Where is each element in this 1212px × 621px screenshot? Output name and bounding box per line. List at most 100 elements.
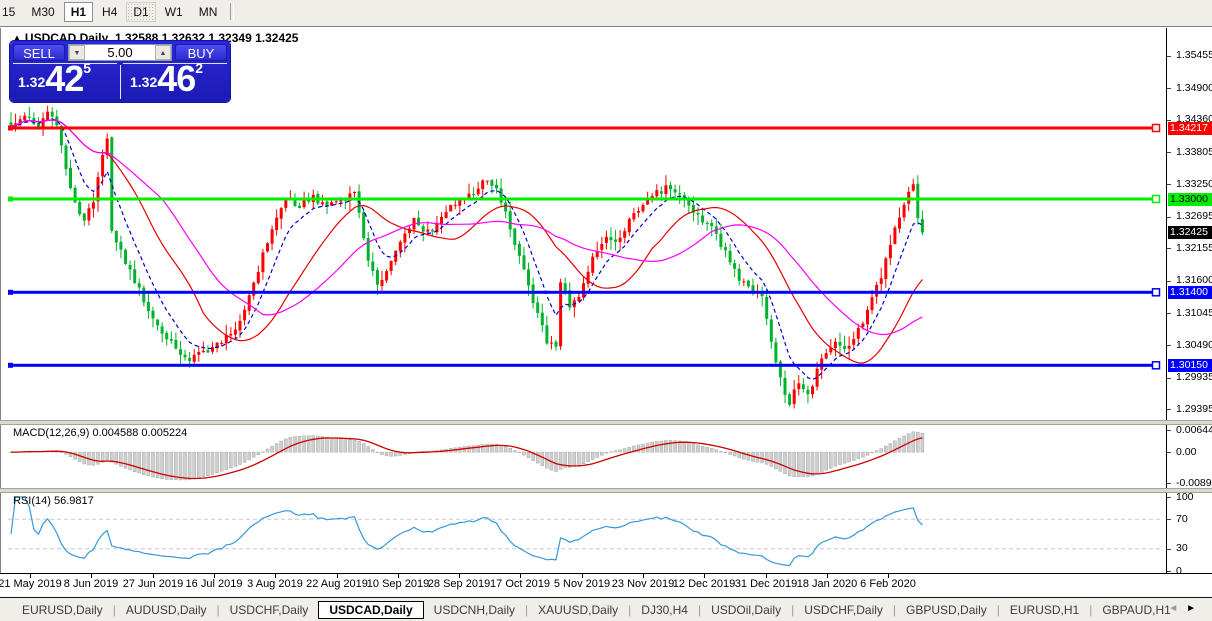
candle-body <box>563 283 567 292</box>
candle-body <box>261 252 265 273</box>
horizontal-level-line[interactable] <box>8 126 1155 130</box>
chart-tab-eurusd-h1[interactable]: EURUSD,H1 <box>1009 602 1080 617</box>
chart-tab-audusd-daily[interactable]: AUDUSD,Daily <box>125 602 207 617</box>
candle-body <box>252 282 256 296</box>
macd-histogram-bar <box>256 451 261 455</box>
macd-histogram-bar <box>911 431 916 453</box>
timeframe-button-15[interactable]: 15 <box>2 5 16 19</box>
macd-histogram-bar <box>783 451 787 475</box>
tab-scroll-right-icon[interactable]: ► <box>1186 603 1204 614</box>
tab-divider: | <box>791 602 795 617</box>
level-price-label: 1.31400 <box>1168 286 1212 299</box>
macd-histogram-bar <box>778 451 783 472</box>
chart-tab-usdcad-daily[interactable]: USDCAD,Daily <box>318 600 424 619</box>
buy-button[interactable]: BUY <box>175 44 227 61</box>
candle-body <box>334 201 338 203</box>
price-tick <box>1167 56 1171 57</box>
price-tick-label: 1.30490 <box>1176 339 1212 351</box>
timeframe-button-h4[interactable]: H4 <box>102 5 118 19</box>
rsi-axis-label: 100 <box>1176 491 1194 503</box>
macd-histogram-bar <box>742 451 746 460</box>
macd-histogram-bar <box>352 439 357 453</box>
chart-tab-usdchf-daily[interactable]: USDCHF,Daily <box>804 602 883 617</box>
macd-histogram-bar <box>164 451 169 480</box>
date-tick <box>153 574 154 578</box>
level-right-marker[interactable] <box>1151 361 1161 370</box>
level-right-marker[interactable] <box>1151 288 1161 297</box>
date-label: 6 Feb 2020 <box>860 578 916 590</box>
rsi-axis-tick <box>1167 497 1171 498</box>
main-price-chart[interactable] <box>3 28 1166 420</box>
candle-body <box>165 332 169 340</box>
price-tick <box>1167 184 1171 185</box>
lot-decrease-button[interactable]: ▼ <box>69 45 85 60</box>
macd-histogram-bar <box>476 444 480 453</box>
tab-divider: | <box>996 602 1000 617</box>
chart-tab-dj30-h4[interactable]: DJ30,H4 <box>641 602 688 617</box>
timeframe-button-m30[interactable]: M30 <box>31 5 55 19</box>
chart-macd-separator[interactable] <box>0 420 1212 425</box>
candle-body <box>687 198 691 206</box>
candle-body <box>233 329 237 335</box>
chart-tab-usdcnh-daily[interactable]: USDCNH,Daily <box>433 602 516 617</box>
sell-button[interactable]: SELL <box>13 44 65 61</box>
rsi-indicator-panel[interactable] <box>3 493 1166 573</box>
chart-tab-xauusd-daily[interactable]: XAUUSD,Daily <box>538 602 619 617</box>
horizontal-level-line[interactable] <box>8 363 1155 367</box>
timeframe-button-mn[interactable]: MN <box>198 5 218 19</box>
candle-body <box>737 268 741 281</box>
macd-histogram-bar <box>513 450 517 453</box>
macd-rsi-separator[interactable] <box>0 488 1212 493</box>
tab-divider: | <box>892 602 897 617</box>
macd-histogram-bar <box>696 444 700 453</box>
macd-histogram-bar <box>595 451 599 458</box>
lot-size-spinner: ▼ ▲ <box>68 44 172 61</box>
macd-histogram-bar <box>719 451 723 453</box>
horizontal-level-line[interactable] <box>8 197 1155 201</box>
lot-increase-button[interactable]: ▲ <box>155 45 171 60</box>
collapse-panel-icon[interactable]: ▲ <box>13 33 21 42</box>
sell-price[interactable]: 1.32425 <box>18 58 91 100</box>
level-right-marker[interactable] <box>1151 194 1161 204</box>
timeframe-button-d1[interactable]: D1 <box>126 2 156 22</box>
candle-body <box>59 125 63 146</box>
chart-tab-eurusd-daily[interactable]: EURUSD,Daily <box>22 602 103 617</box>
level-right-marker[interactable] <box>1151 123 1161 133</box>
date-axis[interactable]: 21 May 2019 8 Jun 2019 27 Jun 2019 16 Jul 2… <box>0 574 1212 596</box>
lot-size-input[interactable] <box>85 45 155 60</box>
candle-body <box>266 243 269 252</box>
candle-body <box>522 255 526 270</box>
candle-body <box>284 198 288 208</box>
chart-tab-usdchf-daily[interactable]: USDCHF,Daily <box>229 602 309 617</box>
macd-indicator-panel[interactable] <box>3 425 1166 488</box>
chart-tab-usdoil-daily[interactable]: USDOil,Daily <box>711 602 782 617</box>
tab-scroll-arrows: ◄► <box>1168 603 1204 614</box>
chart-tab-gbpaud-h1[interactable]: GBPAUD,H1 <box>1102 602 1171 617</box>
rsi-line <box>10 496 923 567</box>
candle-body <box>783 377 787 395</box>
macd-histogram-bar <box>746 451 751 461</box>
timeframe-button-h1[interactable]: H1 <box>63 2 94 22</box>
macd-histogram-bar <box>316 435 320 453</box>
horizontal-level-line[interactable] <box>8 290 1155 294</box>
macd-histogram-bar <box>105 451 109 460</box>
candle-body <box>398 241 402 252</box>
tab-scroll-left-icon[interactable]: ◄ <box>1168 603 1187 614</box>
macd-histogram-bar <box>380 451 384 455</box>
macd-histogram-bar <box>691 443 696 453</box>
candle-body <box>389 260 393 271</box>
price-axis[interactable]: 1.35455 1.34900 1.34360 1.33805 1.33250 1.326… <box>1166 28 1212 577</box>
macd-histogram-bar <box>508 448 512 453</box>
buy-price[interactable]: 1.32462 <box>130 58 203 100</box>
macd-histogram-bar <box>815 451 819 475</box>
chart-plot-area[interactable] <box>3 28 1166 573</box>
candle-body <box>664 185 668 195</box>
chart-tab-gbpusd-daily[interactable]: GBPUSD,Daily <box>906 602 987 617</box>
timeframe-button-w1[interactable]: W1 <box>164 5 183 19</box>
candle-body <box>710 223 714 227</box>
macd-histogram-bar <box>554 451 558 472</box>
macd-histogram-bar <box>343 439 348 453</box>
candle-body <box>353 192 356 193</box>
macd-histogram-bar <box>728 451 732 455</box>
price-tick-label: 1.32695 <box>1176 210 1212 222</box>
